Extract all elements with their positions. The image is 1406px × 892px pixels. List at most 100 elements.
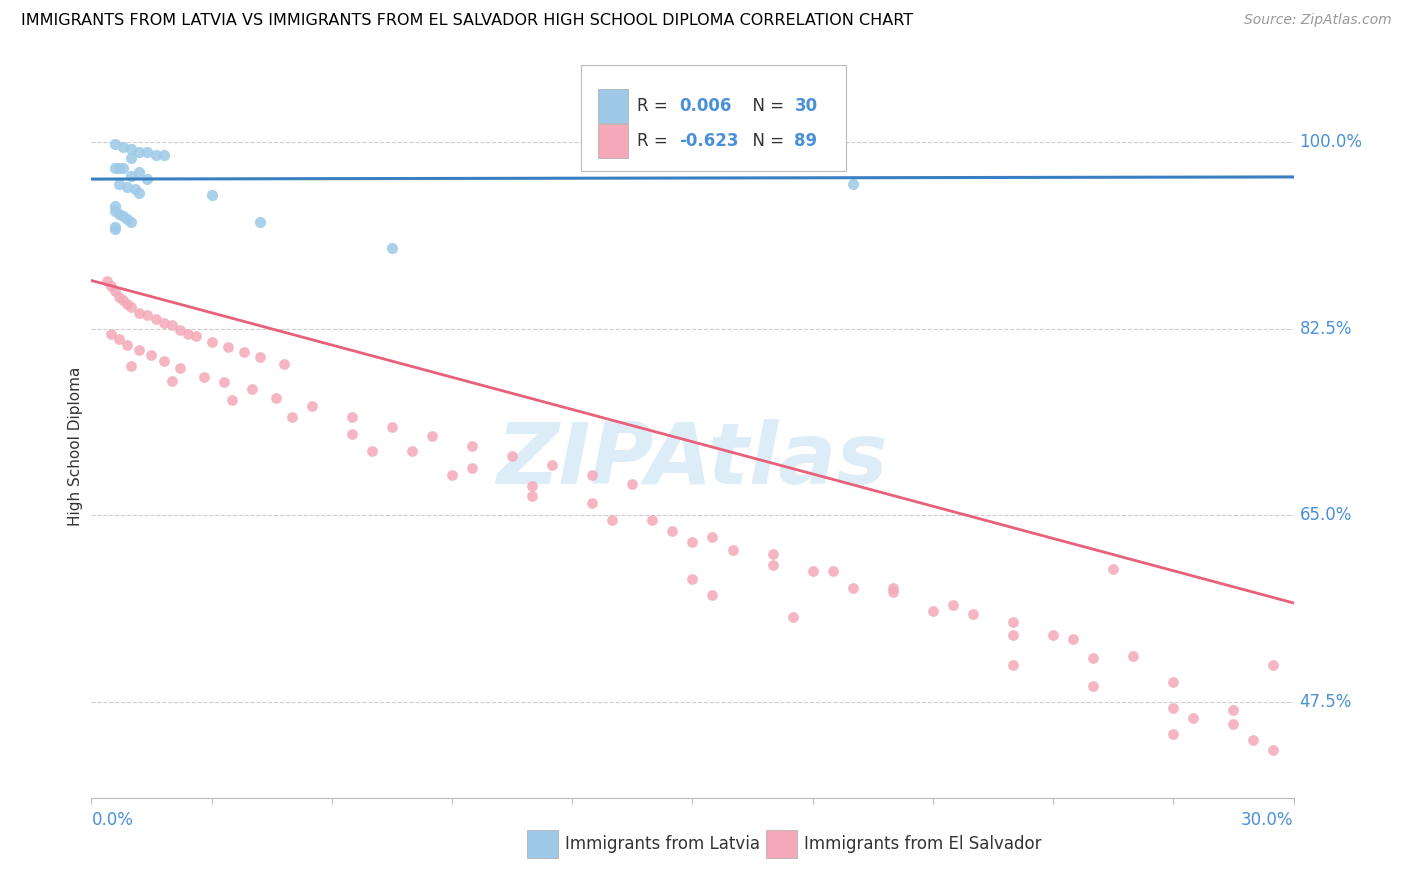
Y-axis label: High School Diploma: High School Diploma	[67, 367, 83, 525]
Point	[104, 222, 127, 236]
Point	[121, 359, 143, 373]
Point	[522, 489, 544, 503]
Point	[522, 478, 544, 492]
Point	[381, 242, 404, 256]
Point	[420, 429, 443, 443]
Point	[621, 477, 644, 491]
Point	[273, 357, 295, 371]
Point	[201, 335, 224, 350]
Point	[661, 524, 683, 539]
Point	[193, 369, 215, 384]
Point	[681, 535, 703, 549]
Point	[1222, 703, 1244, 717]
Point	[1163, 727, 1185, 741]
Point	[96, 273, 118, 287]
Point	[152, 147, 174, 161]
Point	[112, 210, 135, 224]
Point	[100, 278, 122, 293]
Text: 30: 30	[794, 97, 817, 115]
Point	[501, 449, 523, 463]
Point	[1001, 628, 1024, 642]
Text: N =: N =	[742, 97, 790, 115]
Point	[841, 178, 863, 192]
Point	[461, 461, 484, 475]
Text: 82.5%: 82.5%	[1299, 319, 1353, 337]
Point	[112, 140, 135, 154]
Point	[112, 161, 135, 176]
Point	[176, 326, 198, 341]
Point	[136, 308, 159, 322]
Point	[128, 145, 150, 160]
Text: 0.006: 0.006	[679, 97, 731, 115]
Point	[128, 343, 150, 357]
Point	[440, 467, 463, 482]
Point	[128, 186, 150, 200]
Point	[962, 607, 984, 621]
Point	[136, 172, 159, 186]
Point	[104, 161, 127, 176]
Point	[104, 199, 127, 213]
Point	[117, 179, 139, 194]
Point	[121, 151, 143, 165]
Point	[104, 284, 127, 298]
Point	[762, 558, 785, 572]
Text: R =: R =	[637, 97, 673, 115]
Point	[281, 410, 304, 425]
Point	[1182, 711, 1205, 725]
Point	[541, 458, 564, 473]
Point	[360, 444, 382, 458]
Point	[381, 419, 404, 434]
Point	[232, 345, 254, 359]
Point	[1163, 675, 1185, 690]
Point	[841, 581, 863, 595]
Point	[401, 444, 423, 458]
Point	[104, 220, 127, 235]
Point	[782, 610, 804, 624]
Point	[249, 351, 271, 365]
Point	[108, 289, 131, 303]
Point	[108, 178, 131, 192]
Point	[128, 164, 150, 178]
Point	[121, 300, 143, 314]
Text: R =: R =	[637, 132, 673, 150]
Text: Immigrants from Latvia: Immigrants from Latvia	[565, 835, 761, 853]
Point	[581, 467, 603, 482]
Point	[1122, 649, 1144, 664]
Point	[124, 182, 146, 196]
Text: 47.5%: 47.5%	[1299, 693, 1353, 711]
Point	[240, 383, 263, 397]
Text: -0.623: -0.623	[679, 132, 738, 150]
Point	[1163, 700, 1185, 714]
Point	[121, 142, 143, 156]
Point	[249, 215, 271, 229]
Point	[217, 340, 239, 354]
Point	[922, 605, 945, 619]
Point	[145, 147, 167, 161]
Point	[1083, 679, 1105, 693]
Point	[264, 391, 287, 405]
Point	[882, 585, 904, 599]
Text: 100.0%: 100.0%	[1299, 133, 1362, 151]
Text: ZIPAtlas: ZIPAtlas	[496, 418, 889, 501]
Point	[201, 188, 224, 202]
Point	[221, 393, 243, 408]
Text: IMMIGRANTS FROM LATVIA VS IMMIGRANTS FROM EL SALVADOR HIGH SCHOOL DIPLOMA CORREL: IMMIGRANTS FROM LATVIA VS IMMIGRANTS FRO…	[21, 13, 914, 29]
Point	[942, 598, 965, 612]
Point	[169, 361, 191, 376]
Point	[108, 207, 131, 221]
Point	[169, 323, 191, 337]
Point	[641, 513, 664, 527]
Point	[141, 348, 163, 362]
Text: 0.0%: 0.0%	[91, 811, 134, 830]
Point	[104, 136, 127, 151]
Point	[152, 353, 174, 368]
Point	[112, 293, 135, 307]
Point	[136, 145, 159, 160]
Point	[121, 215, 143, 229]
Point	[702, 530, 724, 544]
Point	[121, 169, 143, 183]
Point	[104, 204, 127, 219]
Point	[1263, 743, 1285, 757]
Point	[152, 316, 174, 330]
Point	[160, 374, 183, 388]
